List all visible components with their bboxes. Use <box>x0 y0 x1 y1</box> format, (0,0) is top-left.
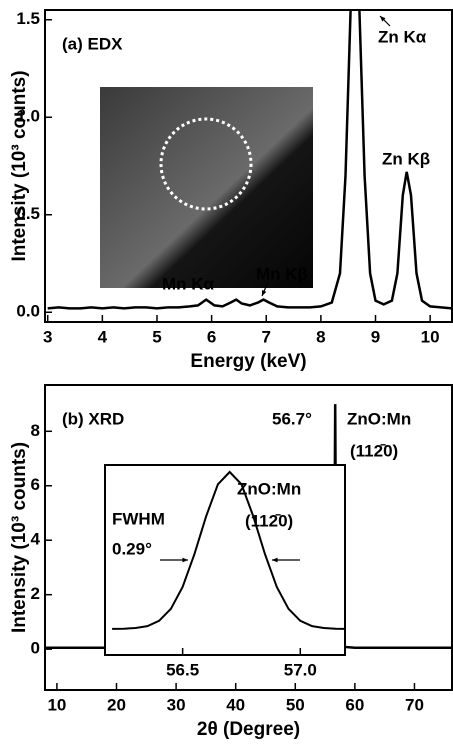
annotation: Zn Kβ <box>382 149 430 168</box>
annotation: Mn Kα <box>162 274 215 293</box>
plot-frame <box>44 384 453 691</box>
x-axis-title: Energy (keV) <box>190 351 306 372</box>
x-tick-label: 40 <box>226 695 245 714</box>
plot-frame <box>44 9 453 323</box>
arrow-head <box>262 290 267 296</box>
annotation: ZnO:Mn <box>347 409 411 428</box>
x-tick-label: 56.5 <box>166 660 199 679</box>
arrow-head <box>272 557 278 563</box>
x-tick-label: 9 <box>371 327 380 346</box>
plot-frame <box>104 464 346 656</box>
x-tick-label: 57.0 <box>284 660 317 679</box>
y-tick-label: 6 <box>31 475 40 494</box>
data-line <box>112 470 345 630</box>
x-tick-label: 30 <box>167 695 186 714</box>
x-axis-title: 2θ (Degree) <box>197 719 300 740</box>
y-tick-label: 1.0 <box>16 107 40 126</box>
x-tick-label: 70 <box>405 695 424 714</box>
x-tick-label: 60 <box>345 695 364 714</box>
y-tick-label: 8 <box>31 421 40 440</box>
x-tick-label: 7 <box>262 327 271 346</box>
annotation: ZnO:Mn <box>237 479 301 498</box>
annotation: Mn Kβ <box>256 264 308 283</box>
y-axis-title: Intensity (10³ counts) <box>9 70 30 261</box>
y-tick-label: 4 <box>31 530 41 549</box>
annotation: (112̄0) <box>245 511 293 530</box>
x-tick-label: 6 <box>207 327 216 346</box>
x-tick-label: 50 <box>286 695 305 714</box>
panel-title: (a) EDX <box>62 34 123 53</box>
y-tick-label: 0 <box>31 639 40 658</box>
arrow-head <box>380 16 386 22</box>
data-line <box>47 10 452 310</box>
annotation: FWHM <box>112 509 165 528</box>
annotation: 56.7° <box>272 409 312 428</box>
annotation: 0.29° <box>112 539 152 558</box>
annotation: (112̄0) <box>350 441 398 460</box>
y-tick-label: 0.0 <box>16 302 40 321</box>
sem-circle <box>159 117 253 211</box>
x-tick-label: 20 <box>107 695 126 714</box>
x-tick-label: 3 <box>43 327 52 346</box>
x-tick-label: 5 <box>152 327 161 346</box>
x-tick-label: 4 <box>98 327 108 346</box>
y-tick-label: 2 <box>31 584 40 603</box>
sem-image <box>100 87 313 288</box>
y-axis-title: Intensity (10³ counts) <box>9 442 30 633</box>
x-tick-label: 10 <box>47 695 66 714</box>
y-tick-label: 1.5 <box>16 9 40 28</box>
panel-title: (b) XRD <box>62 409 124 428</box>
annotation: Zn Kα <box>378 27 427 46</box>
x-tick-label: 8 <box>316 327 325 346</box>
arrow-head <box>182 557 188 563</box>
y-tick-label: 0.5 <box>16 204 40 223</box>
x-tick-label: 10 <box>421 327 440 346</box>
